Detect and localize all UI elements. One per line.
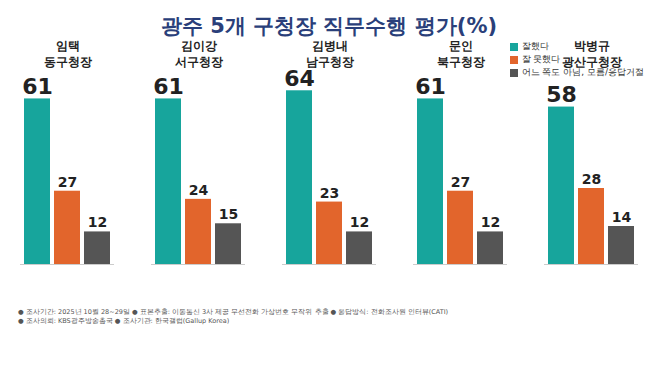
svg-text:문인북구청장: 문인북구청장: [437, 39, 485, 69]
html-text:● 조사기간: 2025년 10월 28~29일 ● 표본추: ● 조사기간: 2025년 10월 28~29일 ● 표본추출: 이동통신 3사…: [18, 308, 449, 316]
svg-text:28: 28: [582, 171, 601, 187]
svg-text:61: 61: [153, 74, 184, 99]
svg-text:15: 15: [219, 206, 238, 222]
svg-text:12: 12: [350, 214, 369, 230]
svg-text:14: 14: [612, 209, 632, 225]
html-text:광주 5개 구청장 직무수행 평가(%): 광주 5개 구청장 직무수행 평가(%): [161, 14, 497, 38]
svg-text:김이강서구청장: 김이강서구청장: [175, 39, 223, 69]
svg-text:23: 23: [320, 185, 339, 201]
svg-text:김병내남구청장: 김병내남구청장: [306, 39, 354, 69]
svg-text:27: 27: [58, 174, 77, 190]
svg-text:58: 58: [546, 82, 577, 107]
svg-text:24: 24: [189, 182, 209, 198]
svg-text:12: 12: [481, 214, 500, 230]
html-text:잘 못했다: 잘 못했다: [521, 54, 561, 64]
svg-text:61: 61: [22, 74, 53, 99]
svg-text:27: 27: [451, 174, 470, 190]
svg-text:64: 64: [284, 66, 315, 91]
svg-text:12: 12: [88, 214, 107, 230]
svg-text:61: 61: [415, 74, 446, 99]
svg-text:임택동구청장: 임택동구청장: [44, 39, 92, 69]
html-text:● 조사의뢰: KBS광주방송총국 ● 조사기관: 한국갤럽: ● 조사의뢰: KBS광주방송총국 ● 조사기관: 한국갤럽(Gallup Ko…: [18, 317, 230, 325]
html-text:어느 쪽도 아님, 모름/응답거절: 어느 쪽도 아님, 모름/응답거절: [521, 67, 644, 77]
html-text:잘했다: 잘했다: [521, 41, 549, 51]
svg-text:박병규광산구청장: 박병규광산구청장: [562, 39, 622, 69]
